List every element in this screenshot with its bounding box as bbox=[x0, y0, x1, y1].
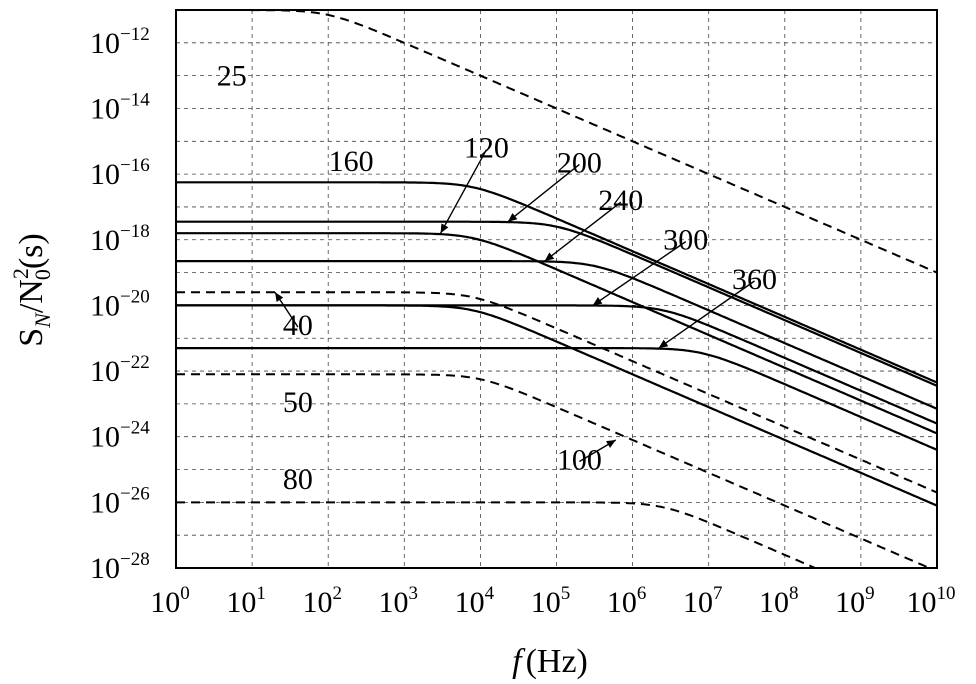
y-tick-label: 10−12 bbox=[90, 24, 150, 60]
curve-40 bbox=[176, 291, 937, 494]
x-axis-title: f (Hz) bbox=[512, 643, 588, 680]
label-leader-120 bbox=[439, 149, 488, 234]
curve-label-160: 160 bbox=[329, 145, 374, 178]
y-tick-label: 10−16 bbox=[90, 155, 150, 191]
curve-label-100: 100 bbox=[557, 444, 602, 477]
label-leader-360 bbox=[658, 280, 755, 349]
label-leader-240 bbox=[544, 201, 622, 262]
y-tick-labels: 10−12 10−14 10−16 10−18 10−20 10−22 10−24 10−26… bbox=[90, 24, 150, 585]
curve-120 bbox=[176, 232, 937, 435]
curve-label-40: 40 bbox=[283, 309, 313, 342]
x-axis-unit: (Hz) bbox=[526, 643, 588, 680]
x-tick-labels: 100 101 102 103 104 105 106 107 108 109 1010 bbox=[150, 583, 955, 619]
x-tick-label: 108 bbox=[759, 583, 799, 619]
curve-label-25: 25 bbox=[217, 59, 247, 92]
y-tick-label: 10−20 bbox=[90, 286, 150, 322]
y-tick-label: 10−26 bbox=[90, 483, 150, 519]
y-tick-label: 10−24 bbox=[90, 418, 150, 454]
curve-360 bbox=[176, 347, 937, 451]
y-tick-label: 10−28 bbox=[90, 549, 150, 585]
curve-300 bbox=[176, 304, 937, 425]
y-tick-label: 10−14 bbox=[90, 89, 150, 125]
curve-label-80: 80 bbox=[283, 463, 313, 496]
x-tick-label: 1010 bbox=[907, 583, 956, 619]
x-axis-symbol: f bbox=[512, 643, 526, 680]
curve-labels: 25 160 120 200 240 300 360 40 50 80 100 bbox=[217, 59, 777, 496]
x-tick-label: 103 bbox=[379, 583, 419, 619]
curve-50 bbox=[176, 373, 932, 568]
curve-label-240: 240 bbox=[598, 184, 643, 217]
x-tick-label: 107 bbox=[683, 583, 723, 619]
curve-label-300: 300 bbox=[663, 224, 708, 257]
label-leader-200 bbox=[507, 163, 580, 223]
curve-240 bbox=[176, 260, 937, 410]
label-leader-40 bbox=[274, 291, 299, 328]
curve-160 bbox=[176, 181, 937, 384]
curve-label-360: 360 bbox=[732, 263, 777, 296]
curve-25 bbox=[176, 10, 937, 274]
x-tick-label: 104 bbox=[455, 583, 495, 619]
x-tick-label: 109 bbox=[835, 583, 875, 619]
curve-label-50: 50 bbox=[283, 386, 313, 419]
x-tick-label: 101 bbox=[226, 583, 266, 619]
curve-label-200: 200 bbox=[557, 146, 602, 179]
x-tick-label: 100 bbox=[150, 583, 190, 619]
arrow-group bbox=[274, 149, 755, 463]
label-leader-300 bbox=[592, 241, 687, 306]
plot-frame bbox=[175, 9, 938, 569]
curve-group bbox=[176, 10, 937, 568]
label-leader-100 bbox=[579, 439, 617, 463]
x-tick-label: 106 bbox=[607, 583, 647, 619]
x-tick-label: 102 bbox=[302, 583, 342, 619]
curve-80 bbox=[176, 501, 818, 568]
y-tick-label: 10−22 bbox=[90, 352, 150, 388]
x-tick-label: 105 bbox=[531, 583, 571, 619]
curve-label-120: 120 bbox=[464, 132, 509, 165]
y-axis-title: SN/N20(s) bbox=[8, 233, 55, 347]
curve-200 bbox=[176, 220, 937, 387]
y-tick-label: 10−18 bbox=[90, 221, 150, 257]
